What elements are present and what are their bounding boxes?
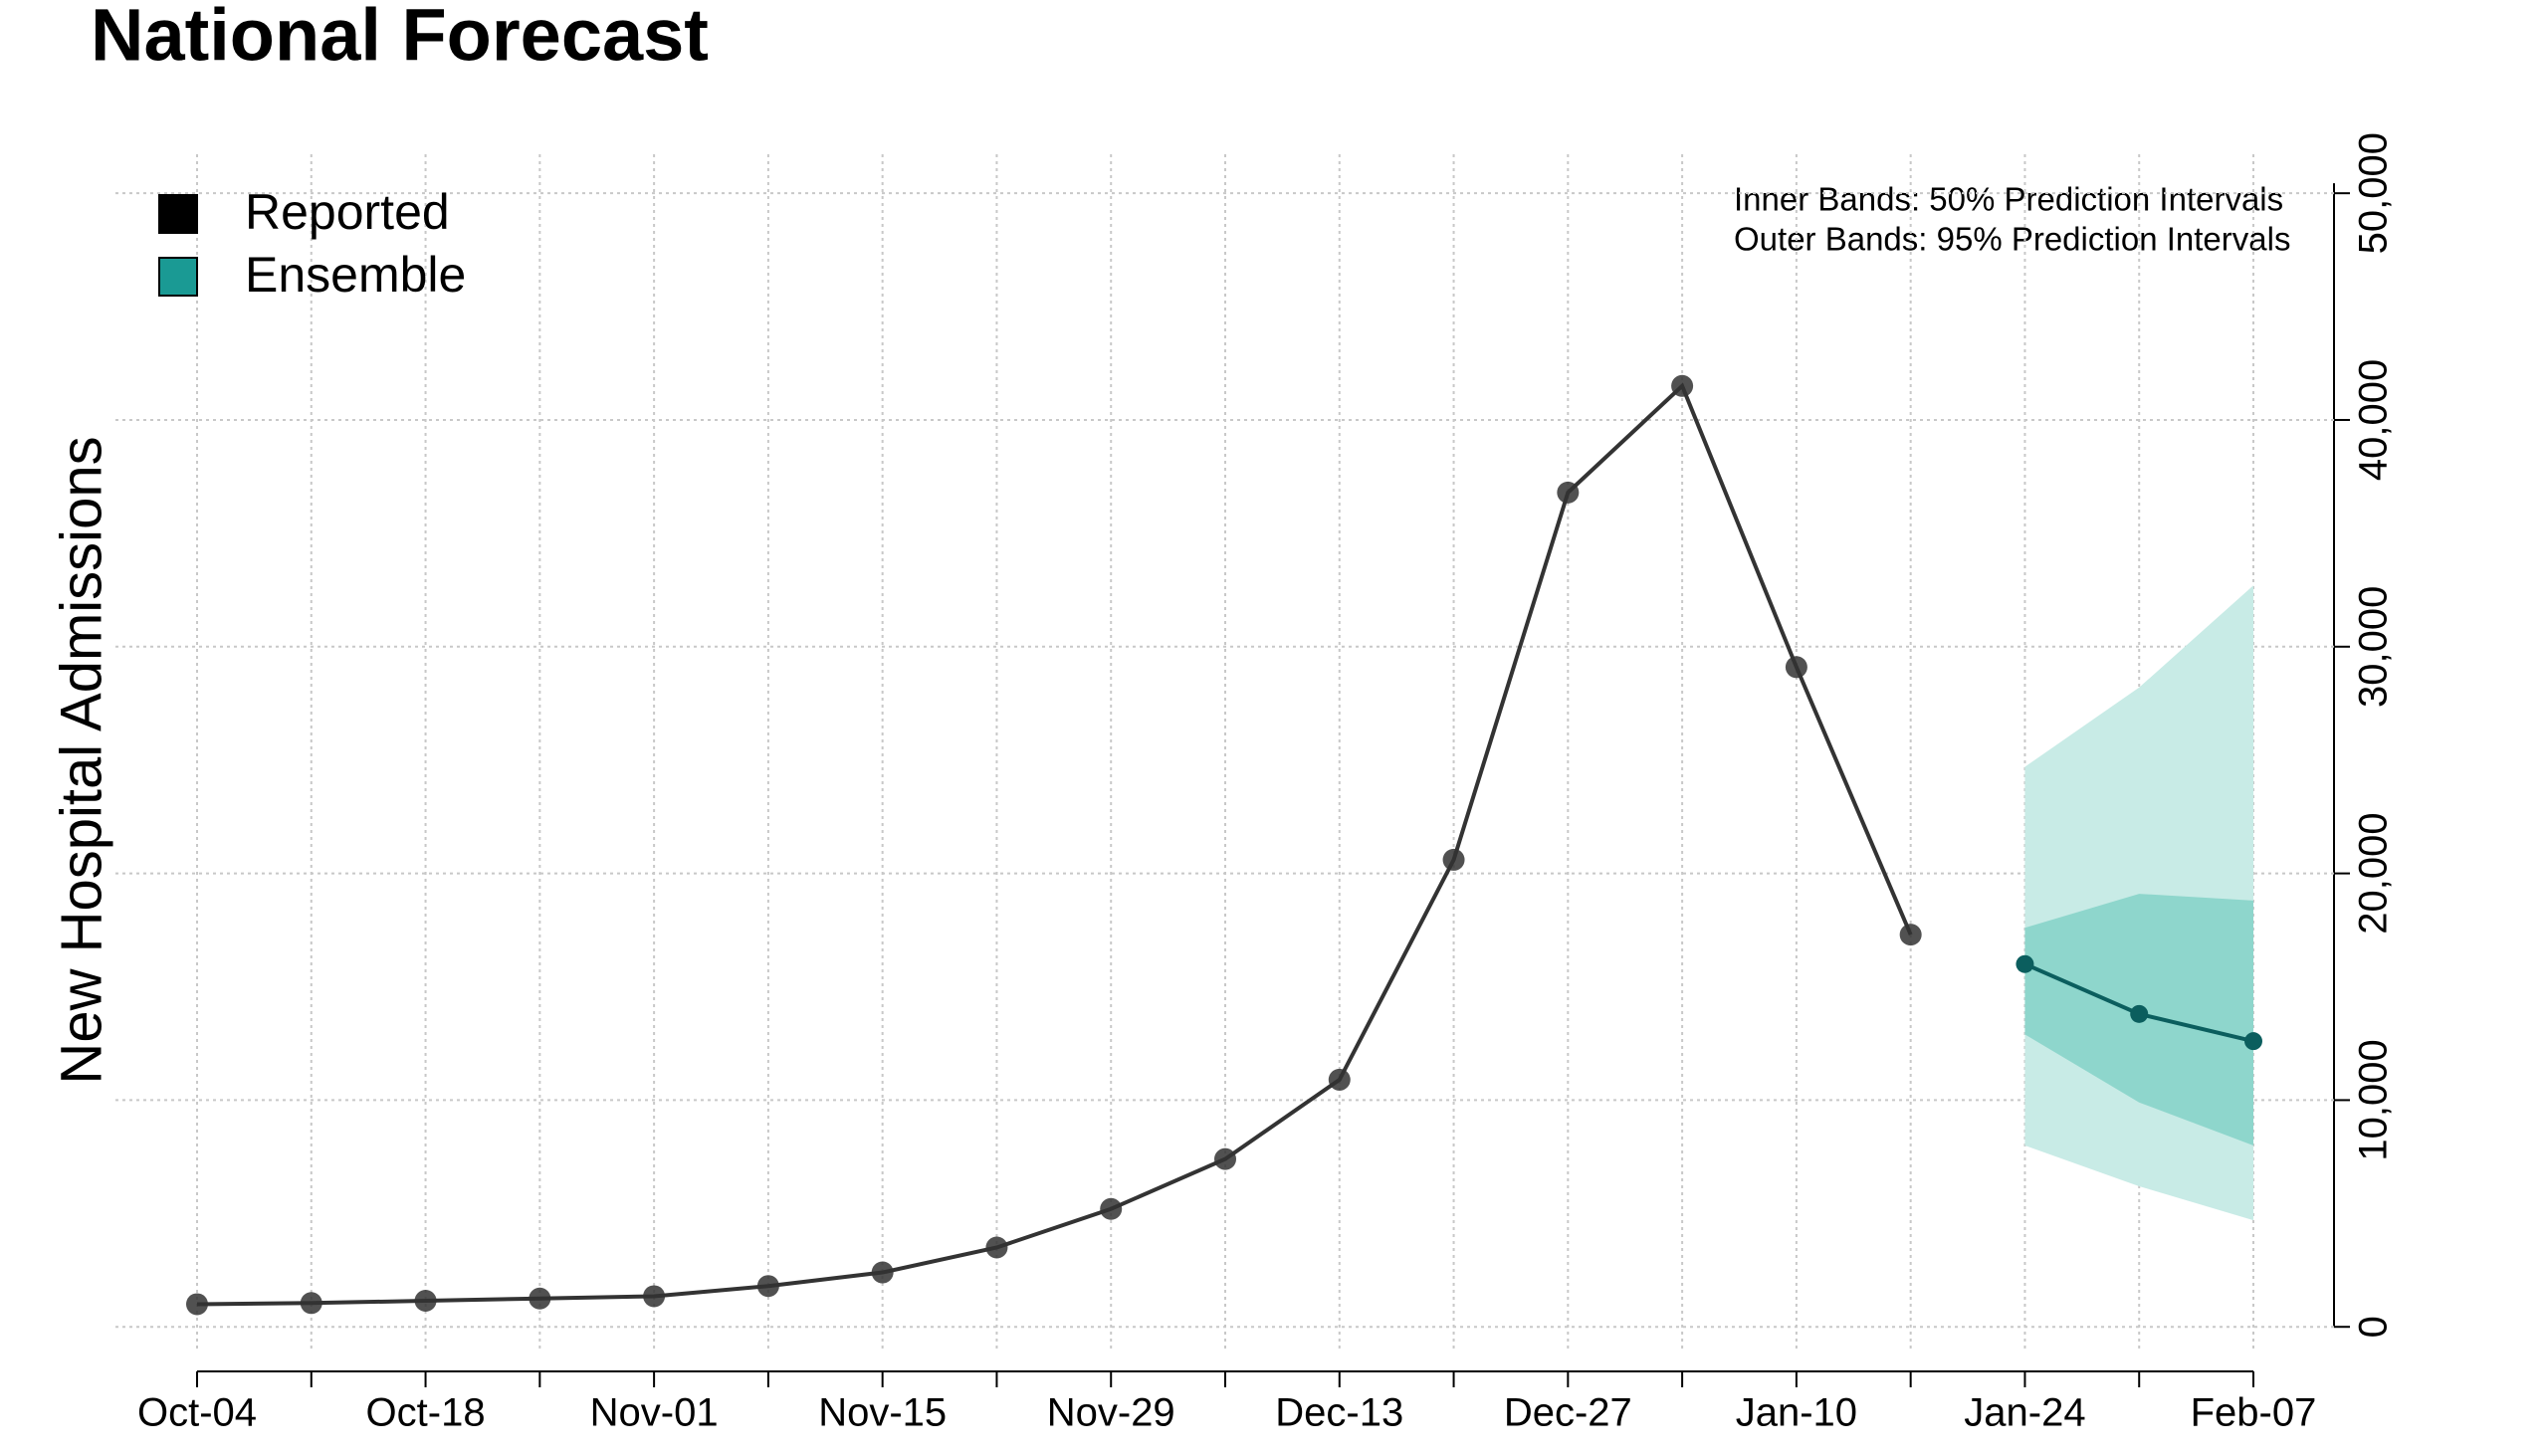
legend-swatch — [158, 194, 198, 234]
data-point — [1785, 656, 1807, 679]
data-point — [300, 1292, 322, 1315]
data-point — [1557, 481, 1580, 504]
data-point — [985, 1236, 1008, 1259]
data-point — [1214, 1147, 1236, 1170]
data-point — [414, 1290, 437, 1313]
x-tick-label: Oct-18 — [366, 1391, 486, 1435]
data-point — [186, 1293, 208, 1316]
data-point — [643, 1285, 666, 1308]
y-tick-label: 20,000 — [2352, 812, 2396, 934]
data-point — [1671, 374, 1694, 397]
x-tick-label: Dec-27 — [1504, 1391, 1632, 1435]
x-tick-label: Jan-10 — [1736, 1391, 1857, 1435]
data-point — [2016, 954, 2034, 973]
data-point — [871, 1261, 894, 1284]
data-point — [1100, 1197, 1123, 1220]
chart-title: National Forecast — [91, 0, 709, 77]
annotation: Inner Bands: 50% Prediction Intervals — [1734, 181, 2283, 218]
data-point — [2130, 1004, 2149, 1023]
y-tick-label: 10,000 — [2352, 1039, 2396, 1160]
y-tick-label: 40,000 — [2352, 359, 2396, 481]
data-point — [1899, 924, 1922, 946]
legend-label: Ensemble — [245, 247, 466, 303]
y-tick-label: 30,000 — [2352, 586, 2396, 708]
x-tick-label: Nov-01 — [590, 1391, 719, 1435]
legend-label: Reported — [245, 184, 450, 240]
x-tick-label: Jan-24 — [1964, 1391, 2085, 1435]
x-tick-label: Feb-07 — [2191, 1391, 2317, 1435]
y-tick-label: 50,000 — [2352, 132, 2396, 254]
x-tick-label: Nov-29 — [1047, 1391, 1175, 1435]
annotation: Outer Bands: 95% Prediction Intervals — [1734, 221, 2290, 258]
series-line — [196, 382, 1913, 1307]
data-point — [2244, 1032, 2262, 1051]
x-tick-label: Oct-04 — [137, 1391, 257, 1435]
data-point — [1328, 1068, 1351, 1091]
x-tick-label: Dec-13 — [1275, 1391, 1403, 1435]
data-point — [756, 1275, 779, 1298]
y-tick-label: 0 — [2352, 1316, 2396, 1338]
y-axis-label: New Hospital Admissions — [49, 436, 113, 1084]
data-point — [1442, 848, 1465, 871]
x-tick-label: Nov-15 — [818, 1391, 947, 1435]
data-point — [529, 1287, 551, 1310]
legend-swatch — [158, 257, 198, 297]
